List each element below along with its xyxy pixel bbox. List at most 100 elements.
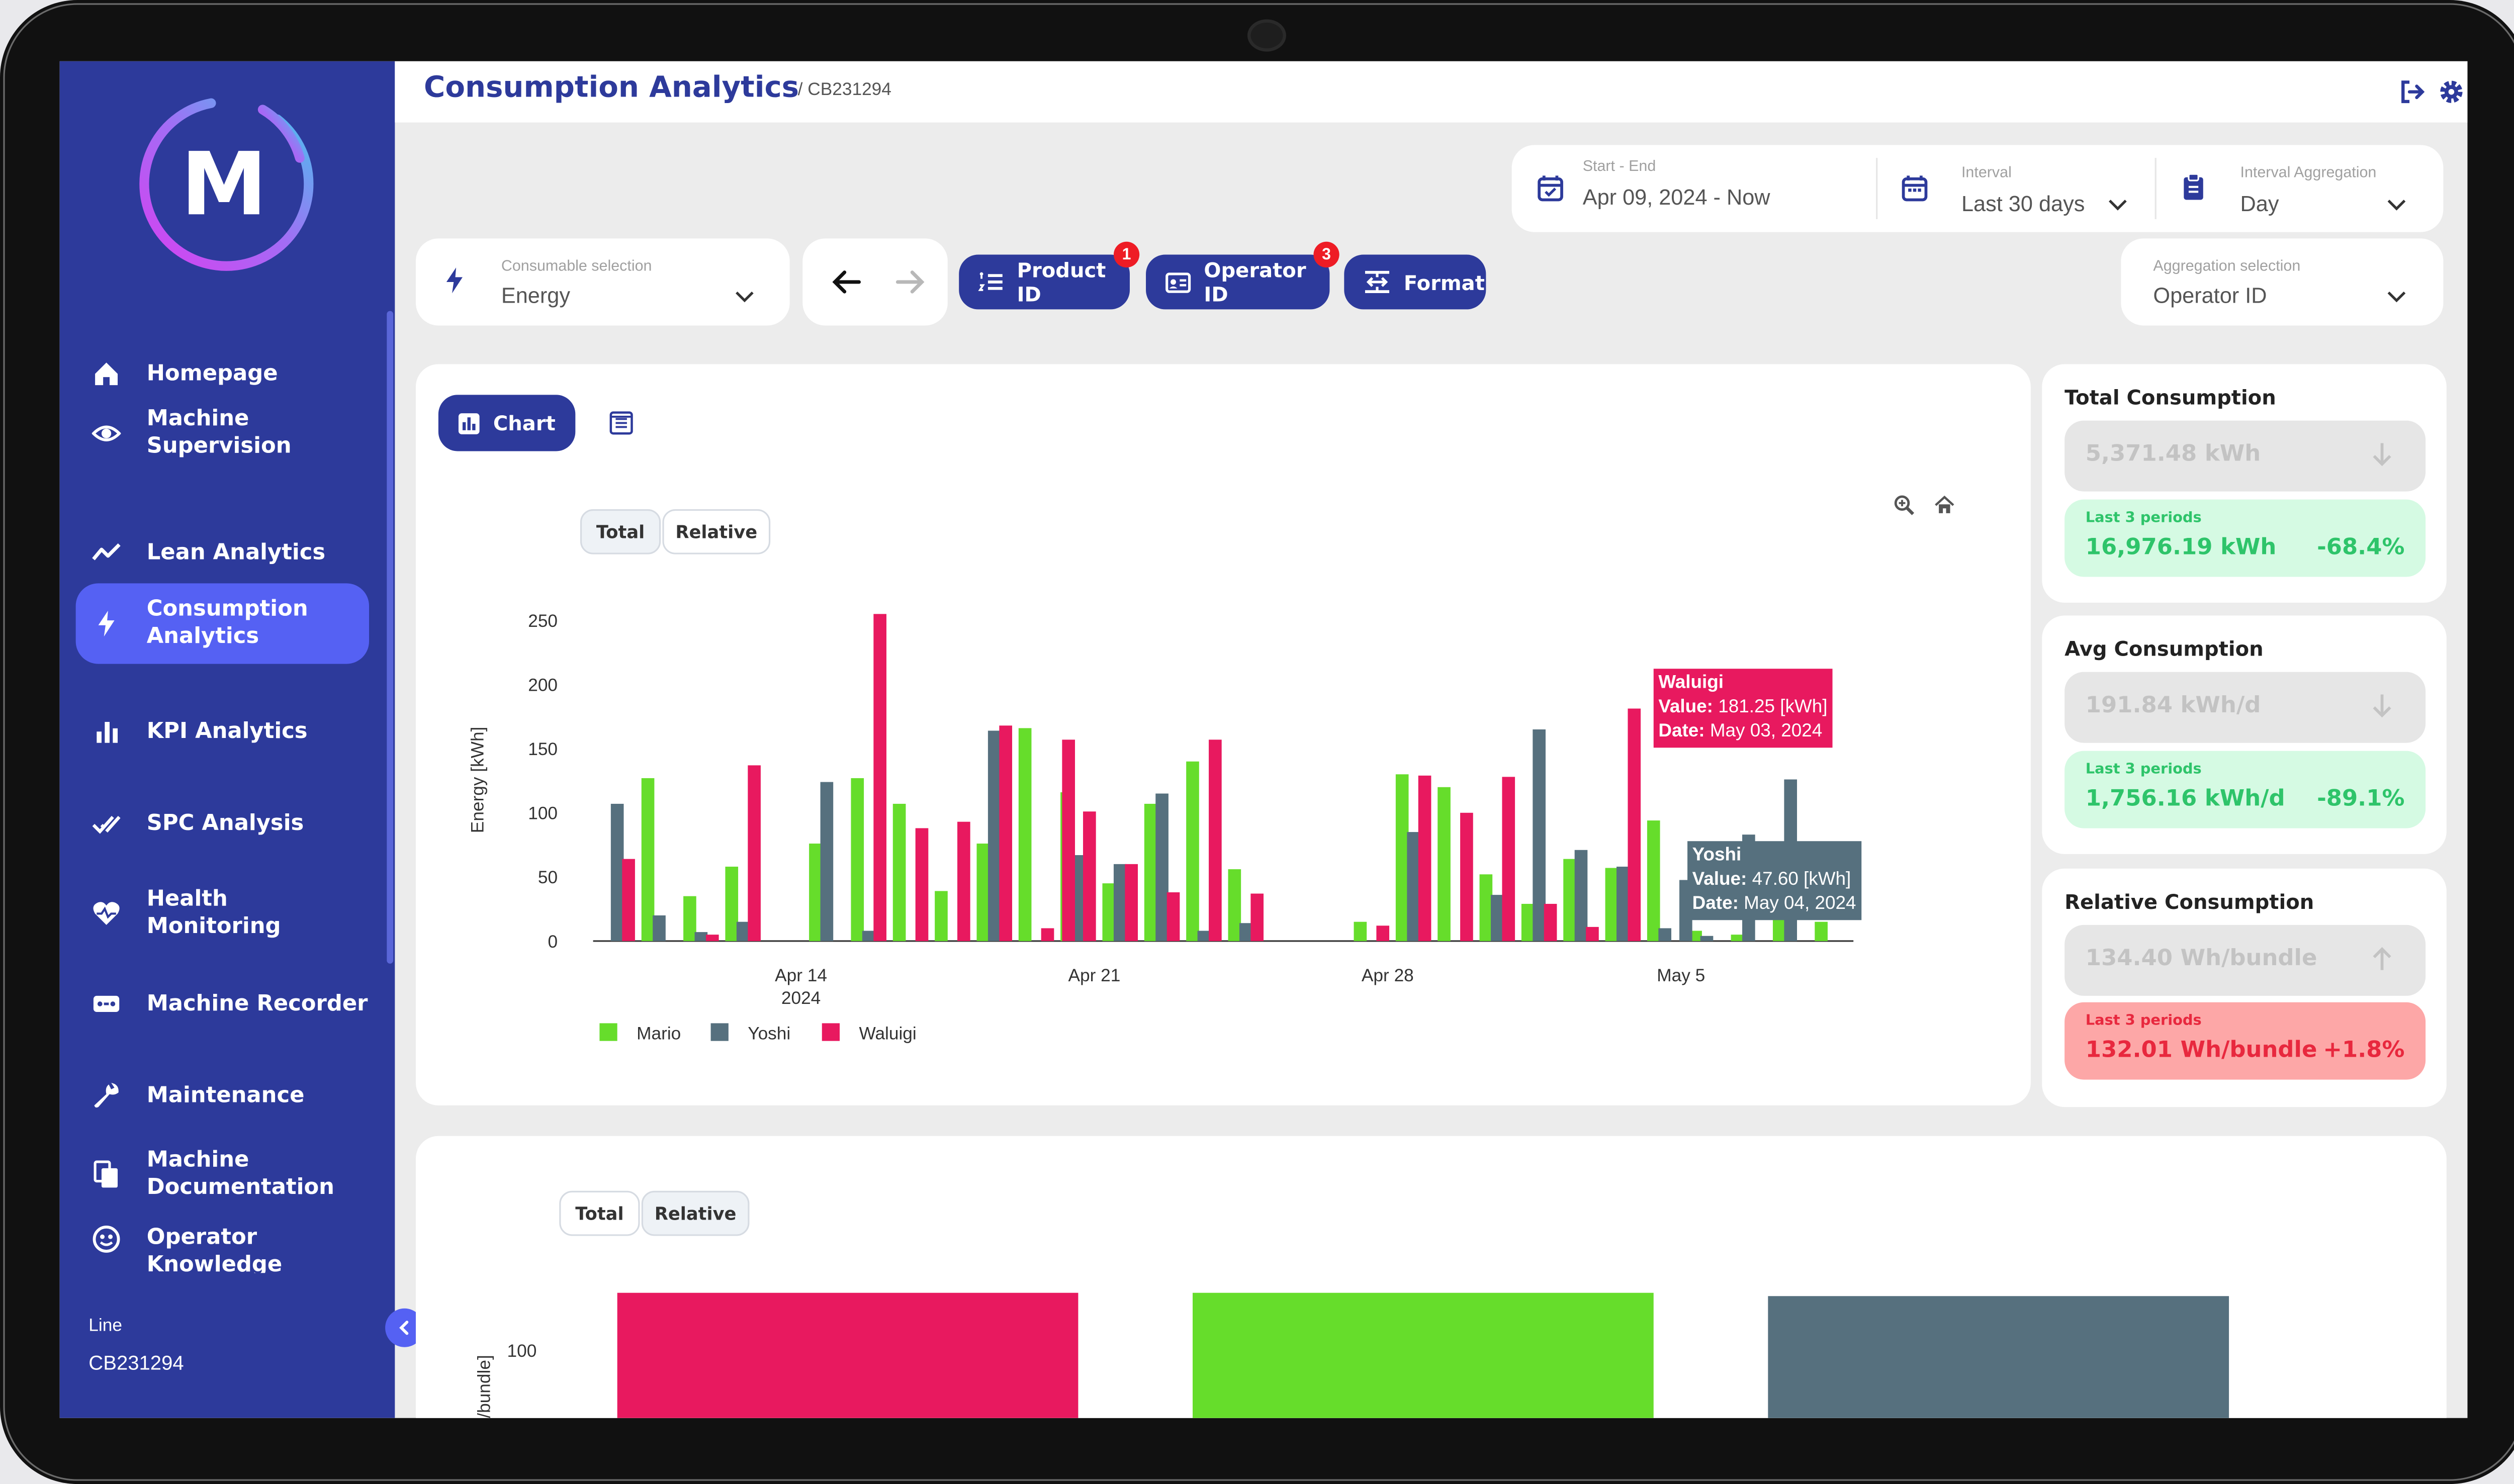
arrow-right-icon[interactable] — [894, 269, 927, 295]
bar-waluigi[interactable] — [622, 859, 635, 941]
bar-yoshi[interactable] — [694, 932, 708, 941]
interval-select[interactable]: Last 30 days — [1961, 192, 2085, 216]
bar-yoshi[interactable] — [653, 915, 666, 941]
bar-yoshi[interactable] — [1113, 864, 1127, 941]
bar-waluigi[interactable] — [1586, 926, 1599, 941]
format-filter-button[interactable]: Format — [1344, 254, 1486, 310]
bar-waluigi[interactable] — [1062, 739, 1075, 941]
bar-waluigi[interactable] — [873, 614, 886, 941]
bar-mario[interactable] — [809, 844, 822, 941]
bar-waluigi[interactable] — [1628, 708, 1641, 941]
relative-toggle-2[interactable]: Relative — [641, 1190, 750, 1236]
zoom-in-icon[interactable] — [1894, 495, 1915, 516]
sidebar-item-machine-supervision[interactable]: Machine Supervision — [76, 393, 369, 474]
chevron-down-icon[interactable] — [735, 290, 754, 303]
bar-yoshi[interactable] — [1155, 793, 1169, 941]
bar-mario[interactable] — [1731, 935, 1744, 941]
bar-waluigi[interactable] — [1166, 892, 1180, 941]
table-view-icon[interactable] — [609, 411, 634, 435]
bar-mario[interactable] — [1647, 820, 1660, 941]
bar-yoshi[interactable] — [1533, 729, 1546, 941]
bar-mario[interactable] — [1815, 921, 1828, 941]
bar-waluigi[interactable] — [1418, 775, 1431, 941]
bar-yoshi[interactable] — [1197, 931, 1211, 941]
bar-mario[interactable] — [1144, 803, 1157, 941]
sidebar-item-spc-analysis[interactable]: SPC Analysis — [76, 783, 369, 864]
bar-mario[interactable] — [1102, 883, 1116, 941]
bar-yoshi[interactable] — [1617, 866, 1630, 941]
bar-mario[interactable] — [1186, 761, 1199, 941]
bar-mario[interactable] — [725, 866, 739, 941]
bar-mario[interactable] — [1228, 869, 1241, 941]
bar-mario[interactable] — [683, 896, 696, 941]
bar-waluigi[interactable] — [1041, 928, 1054, 941]
bar-yoshi[interactable] — [1658, 928, 1671, 941]
interval-aggregation-select[interactable]: Day — [2240, 192, 2279, 216]
sidebar-item-homepage[interactable]: Homepage — [76, 334, 369, 414]
bar-mario[interactable] — [1018, 728, 1032, 941]
bar-waluigi[interactable] — [957, 821, 970, 941]
bar-waluigi[interactable] — [1544, 903, 1557, 941]
sidebar-item-lean-analytics[interactable]: Lean Analytics — [76, 512, 369, 593]
bar-yoshi[interactable] — [820, 782, 834, 941]
bar-waluigi[interactable] — [999, 725, 1012, 941]
chevron-down-icon[interactable] — [2387, 198, 2406, 211]
reset-home-icon[interactable] — [1934, 495, 1955, 516]
date-range-select[interactable]: Apr 09, 2024 - Now — [1582, 185, 1770, 210]
relative-toggle[interactable]: Relative — [662, 509, 771, 554]
bar-waluigi[interactable] — [1460, 812, 1473, 941]
chevron-down-icon[interactable] — [2387, 290, 2406, 303]
bar-mario[interactable] — [976, 844, 990, 941]
bar-mario[interactable] — [1192, 1292, 1654, 1418]
legend-item-yoshi[interactable]: Yoshi — [710, 1023, 791, 1043]
consumable-selection[interactable]: Consumable selection Energy — [415, 238, 790, 326]
bar-waluigi[interactable] — [1502, 777, 1515, 941]
bar-waluigi[interactable] — [915, 828, 929, 941]
bar-mario[interactable] — [1395, 774, 1409, 941]
operator-id-filter-button[interactable]: Operator ID 3 — [1146, 241, 1339, 310]
settings-gear-icon[interactable] — [2437, 77, 2466, 107]
total-toggle[interactable]: Total — [580, 509, 661, 554]
arrow-left-icon[interactable] — [830, 269, 862, 295]
sidebar-item-machine-documentation[interactable]: Machine Documentation — [76, 1135, 369, 1215]
sidebar-item-operator-knowledge[interactable]: Operator Knowledge — [76, 1225, 369, 1273]
bar-waluigi[interactable] — [705, 935, 719, 941]
legend-item-waluigi[interactable]: Waluigi — [822, 1023, 917, 1043]
bar-mario[interactable] — [1521, 903, 1535, 941]
bar-mario[interactable] — [851, 778, 864, 941]
bar-mario[interactable] — [1438, 787, 1451, 941]
sidebar-item-health-monitoring[interactable]: Health Monitoring — [76, 873, 369, 954]
bar-yoshi[interactable] — [1700, 936, 1714, 941]
total-toggle-2[interactable]: Total — [559, 1190, 640, 1236]
bar-mario[interactable] — [935, 891, 948, 941]
sidebar-item-maintenance[interactable]: Maintenance — [76, 1056, 369, 1136]
bar-yoshi[interactable] — [610, 803, 624, 941]
sidebar-item-consumption-analytics[interactable]: Consumption Analytics — [75, 583, 370, 664]
tab-chart[interactable]: Chart — [438, 395, 576, 451]
bar-waluigi[interactable] — [748, 765, 761, 941]
bar-mario[interactable] — [1354, 921, 1367, 941]
bar-yoshi[interactable] — [736, 921, 750, 941]
bar-waluigi[interactable] — [1083, 811, 1096, 941]
bar-yoshi[interactable] — [1768, 1296, 2229, 1418]
bar-mario[interactable] — [892, 803, 906, 941]
legend-item-mario[interactable]: Mario — [599, 1023, 681, 1043]
aggregation-selection[interactable]: Aggregation selection Operator ID — [2121, 238, 2444, 326]
sidebar-item-kpi-analytics[interactable]: KPI Analytics — [76, 691, 369, 772]
bar-waluigi[interactable] — [1209, 739, 1222, 941]
bar-waluigi[interactable] — [1250, 893, 1264, 941]
bar-waluigi[interactable] — [617, 1292, 1079, 1418]
chevron-down-icon[interactable] — [2108, 198, 2127, 211]
sidebar-scrollbar[interactable] — [387, 311, 394, 964]
bar-yoshi[interactable] — [1490, 895, 1504, 941]
bar-yoshi[interactable] — [862, 931, 875, 941]
bar-yoshi[interactable] — [1574, 850, 1588, 941]
bar-yoshi[interactable] — [1239, 923, 1252, 941]
bar-mario[interactable] — [1605, 868, 1619, 941]
bar-yoshi[interactable] — [987, 730, 1001, 941]
logout-icon[interactable] — [2398, 77, 2428, 107]
bar-yoshi[interactable] — [1407, 832, 1420, 941]
bar-mario[interactable] — [1563, 859, 1576, 941]
bar-waluigi[interactable] — [1125, 864, 1138, 941]
product-id-filter-button[interactable]: Product ID 1 — [959, 241, 1140, 310]
